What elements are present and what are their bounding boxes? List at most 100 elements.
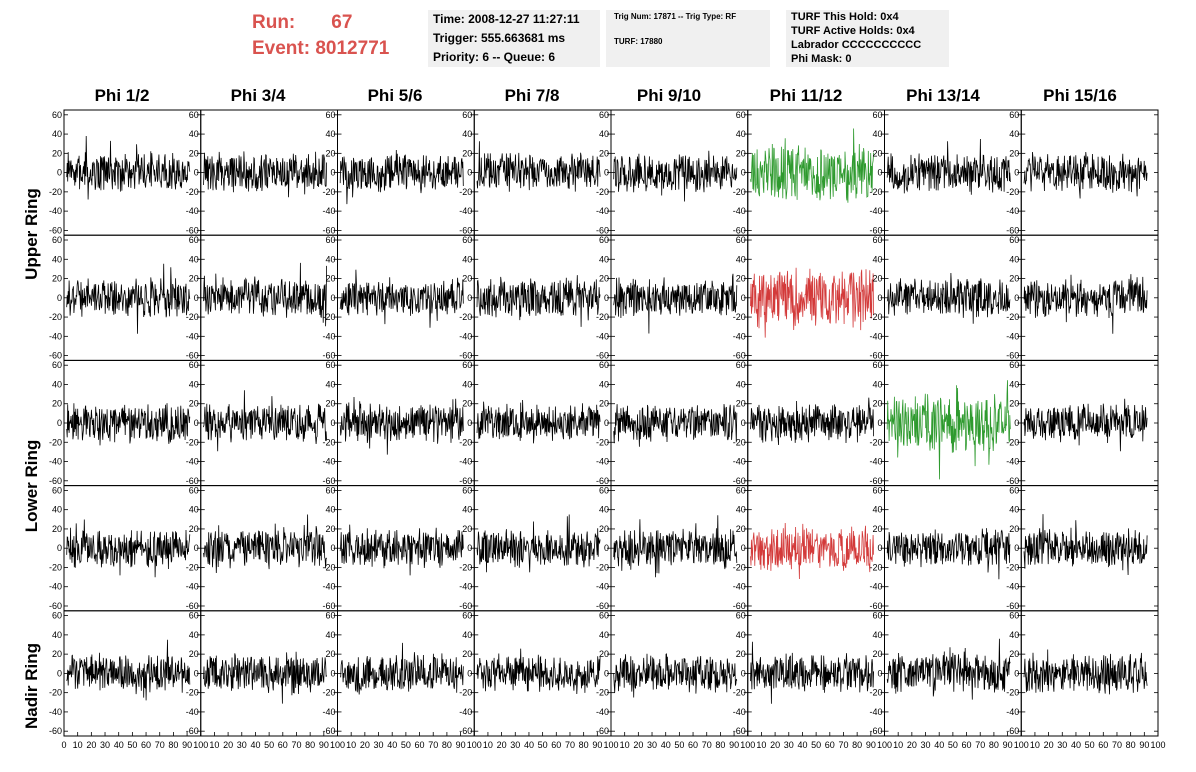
y-tick-label: 0	[1014, 293, 1019, 303]
y-tick-label: 40	[736, 254, 746, 264]
waveform-trace	[613, 515, 738, 578]
waveform-trace	[66, 639, 191, 701]
y-tick-label: -60	[49, 726, 62, 736]
y-tick-label: 60	[736, 485, 746, 495]
panel-r0-c5: -60 -40 -20 0 20 40 60	[733, 109, 885, 236]
waveform-trace	[750, 641, 874, 704]
y-tick-label: 20	[325, 399, 335, 409]
y-tick-label: -20	[459, 688, 472, 698]
y-tick-label: 60	[52, 485, 62, 495]
y-tick-label: 60	[189, 235, 199, 245]
y-tick-label: -20	[459, 187, 472, 197]
y-tick-label: -20	[733, 562, 746, 572]
y-tick-label: 0	[330, 293, 335, 303]
y-tick-label: 20	[52, 524, 62, 534]
y-tick-label: 40	[872, 505, 882, 515]
y-tick-label: -20	[49, 437, 62, 447]
y-tick-label: -60	[869, 225, 882, 235]
y-tick-label: 20	[462, 524, 472, 534]
y-tick-label: 20	[736, 148, 746, 158]
x-tick-label: 70	[975, 740, 985, 750]
column-header-phi-7-8: Phi 7/8	[504, 86, 560, 105]
y-tick-label: -40	[186, 457, 199, 467]
y-tick-label: 60	[599, 110, 609, 120]
waveform-trace	[750, 128, 874, 203]
x-tick-label: 10	[1030, 740, 1040, 750]
event-value: 8012771	[315, 38, 390, 59]
y-tick-label: 0	[467, 418, 472, 428]
y-tick-label: 40	[325, 505, 335, 515]
y-tick-label: -20	[596, 187, 609, 197]
x-tick-label: 60	[1098, 740, 1108, 750]
y-tick-label: -60	[49, 225, 62, 235]
y-tick-label: -20	[733, 688, 746, 698]
y-tick-label: 20	[736, 649, 746, 659]
y-tick-label: 0	[194, 293, 199, 303]
y-tick-label: 40	[189, 129, 199, 139]
waveform-trace	[203, 651, 327, 704]
y-tick-label: 20	[462, 148, 472, 158]
waveform-trace	[750, 522, 874, 580]
x-tick-label: 80	[305, 740, 315, 750]
column-header-phi-15-16: Phi 15/16	[1043, 86, 1117, 105]
y-tick-label: -40	[322, 457, 335, 467]
y-tick-label: -20	[596, 437, 609, 447]
x-tick-label: 70	[291, 740, 301, 750]
y-tick-label: -40	[596, 331, 609, 341]
x-tick-label: 30	[784, 740, 794, 750]
y-tick-label: 20	[1009, 274, 1019, 284]
y-tick-label: 0	[877, 293, 882, 303]
x-tick-label: 50	[538, 740, 548, 750]
y-tick-label: 0	[467, 543, 472, 553]
waveform-trace	[1023, 649, 1148, 695]
y-tick-label: -60	[733, 476, 746, 486]
y-tick-label: -60	[322, 726, 335, 736]
x-tick-label: 90	[1139, 740, 1149, 750]
y-tick-label: 60	[599, 235, 609, 245]
y-tick-label: 40	[736, 630, 746, 640]
event-label: Event:	[252, 38, 311, 59]
y-tick-label: 20	[189, 649, 199, 659]
y-tick-label: -40	[459, 206, 472, 216]
y-tick-label: 0	[741, 418, 746, 428]
y-tick-label: 40	[189, 379, 199, 389]
y-tick-label: 20	[52, 274, 62, 284]
y-tick-label: 0	[1014, 168, 1019, 178]
panel-r0-c2: -60 -40 -20 0 20 40 60	[322, 109, 475, 236]
time-text: Time: 2008-12-27 11:27:11	[433, 12, 580, 26]
x-tick-label: 90	[866, 740, 876, 750]
y-tick-label: 60	[189, 611, 199, 621]
y-tick-label: 40	[1009, 129, 1019, 139]
x-tick-label: 50	[127, 740, 137, 750]
y-tick-label: -60	[733, 351, 746, 361]
y-tick-label: 0	[1014, 418, 1019, 428]
y-tick-label: 40	[599, 505, 609, 515]
y-tick-label: 40	[52, 379, 62, 389]
y-tick-label: 0	[330, 168, 335, 178]
y-tick-label: -60	[49, 601, 62, 611]
y-tick-label: -20	[596, 688, 609, 698]
y-tick-label: 40	[189, 630, 199, 640]
x-tick-label: 10	[756, 740, 766, 750]
y-tick-label: 20	[599, 148, 609, 158]
x-tick-label: 60	[278, 740, 288, 750]
y-tick-label: 0	[604, 668, 609, 678]
x-tick-label: 20	[360, 740, 370, 750]
column-header-phi-11-12: Phi 11/12	[769, 86, 843, 105]
y-tick-label: 20	[189, 148, 199, 158]
waveform-trace	[66, 519, 191, 578]
x-tick-label: 60	[141, 740, 151, 750]
y-tick-label: 0	[877, 418, 882, 428]
y-tick-label: -20	[869, 187, 882, 197]
x-tick-label: 90	[1003, 740, 1013, 750]
y-tick-label: 60	[52, 611, 62, 621]
x-tick-label: 70	[155, 740, 165, 750]
x-tick-label: 80	[852, 740, 862, 750]
y-tick-label: 40	[462, 254, 472, 264]
x-tick-label: 70	[838, 740, 848, 750]
y-tick-label: 0	[1014, 668, 1019, 678]
panel-r1-c7: -60 -40 -20 0 20 40 60	[1006, 234, 1159, 361]
waveform-trace	[613, 150, 738, 202]
y-tick-label: -20	[459, 312, 472, 322]
y-tick-label: 60	[462, 360, 472, 370]
